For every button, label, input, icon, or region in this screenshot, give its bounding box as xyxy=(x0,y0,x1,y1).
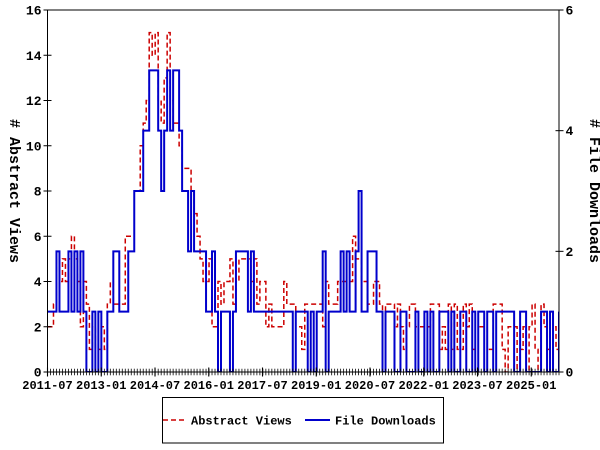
svg-text:File Downloads: File Downloads xyxy=(335,415,436,429)
svg-text:8: 8 xyxy=(34,185,42,200)
svg-text:10: 10 xyxy=(26,139,42,154)
svg-text:2022-01: 2022-01 xyxy=(399,379,449,393)
svg-text:# Abstract Views: # Abstract Views xyxy=(5,119,22,263)
svg-text:4: 4 xyxy=(34,275,42,290)
svg-text:2011-07: 2011-07 xyxy=(22,379,72,393)
svg-text:2: 2 xyxy=(34,320,42,335)
svg-text:6: 6 xyxy=(34,230,42,245)
svg-text:2017-07: 2017-07 xyxy=(237,379,287,393)
svg-text:14: 14 xyxy=(26,49,42,64)
svg-text:4: 4 xyxy=(566,124,574,139)
svg-text:2: 2 xyxy=(566,245,574,260)
svg-text:2025-01: 2025-01 xyxy=(506,379,556,393)
svg-text:0: 0 xyxy=(566,366,574,381)
svg-text:# File Downloads: # File Downloads xyxy=(585,119,600,263)
svg-text:16: 16 xyxy=(26,4,42,19)
svg-text:2019-01: 2019-01 xyxy=(291,379,341,393)
svg-text:2023-07: 2023-07 xyxy=(452,379,502,393)
svg-text:Abstract Views: Abstract Views xyxy=(191,415,292,429)
svg-text:2013-01: 2013-01 xyxy=(76,379,126,393)
svg-text:12: 12 xyxy=(26,94,42,109)
svg-text:6: 6 xyxy=(566,4,574,19)
svg-text:2016-01: 2016-01 xyxy=(184,379,234,393)
svg-text:2020-07: 2020-07 xyxy=(345,379,395,393)
svg-text:2014-07: 2014-07 xyxy=(130,379,180,393)
svg-text:0: 0 xyxy=(34,366,42,381)
